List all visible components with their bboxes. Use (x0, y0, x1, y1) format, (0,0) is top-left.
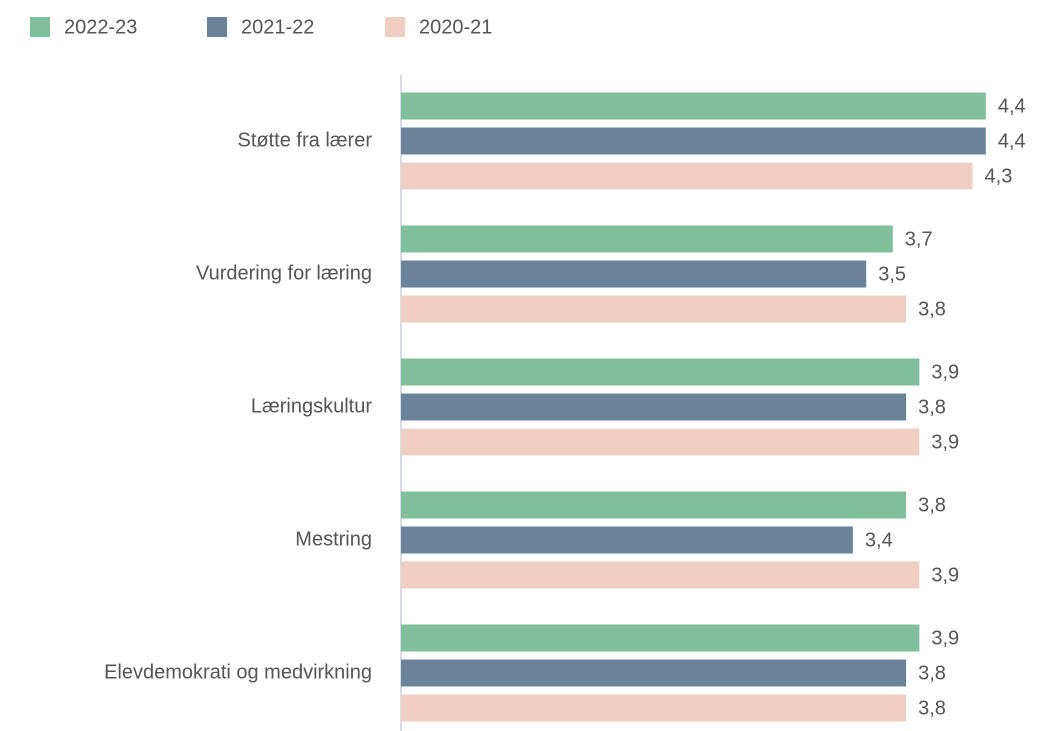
bar (401, 162, 973, 190)
legend-swatch (207, 17, 227, 37)
legend-label: 2022-23 (64, 16, 137, 38)
legend-swatch (385, 17, 405, 37)
value-label: 3,7 (905, 228, 933, 250)
y-tick-label: Elevdemokrati og medvirkning (104, 661, 372, 683)
value-label: 3,5 (878, 263, 906, 285)
bar (401, 225, 893, 253)
bar (401, 127, 986, 155)
bar (401, 561, 920, 589)
bar (401, 491, 907, 519)
value-label: 3,9 (931, 431, 959, 453)
bar (401, 694, 907, 722)
bar (401, 624, 920, 652)
bar (401, 260, 867, 288)
value-label: 3,8 (918, 396, 946, 418)
value-label: 3,9 (931, 361, 959, 383)
y-tick-label: Vurdering for læring (196, 262, 372, 284)
bar (401, 659, 907, 687)
value-label: 4,4 (998, 95, 1026, 117)
value-label: 4,4 (998, 130, 1026, 152)
value-label: 3,8 (918, 494, 946, 516)
bar (401, 295, 907, 323)
value-label: 3,9 (931, 564, 959, 586)
bar (401, 393, 907, 421)
y-tick-label: Støtte fra lærer (238, 129, 373, 151)
bar (401, 92, 986, 120)
y-tick-label: Læringskultur (251, 395, 373, 417)
legend-label: 2021-22 (241, 16, 314, 38)
value-label: 3,4 (865, 529, 893, 551)
value-label: 4,3 (985, 165, 1013, 187)
legend-swatch (30, 17, 50, 37)
y-tick-label: Mestring (295, 528, 372, 550)
legend-label: 2020-21 (419, 16, 492, 38)
bar (401, 358, 920, 386)
value-label: 3,8 (918, 298, 946, 320)
value-label: 3,8 (918, 662, 946, 684)
value-label: 3,9 (931, 627, 959, 649)
bar (401, 526, 853, 554)
bar (401, 428, 920, 456)
value-label: 3,8 (918, 697, 946, 719)
